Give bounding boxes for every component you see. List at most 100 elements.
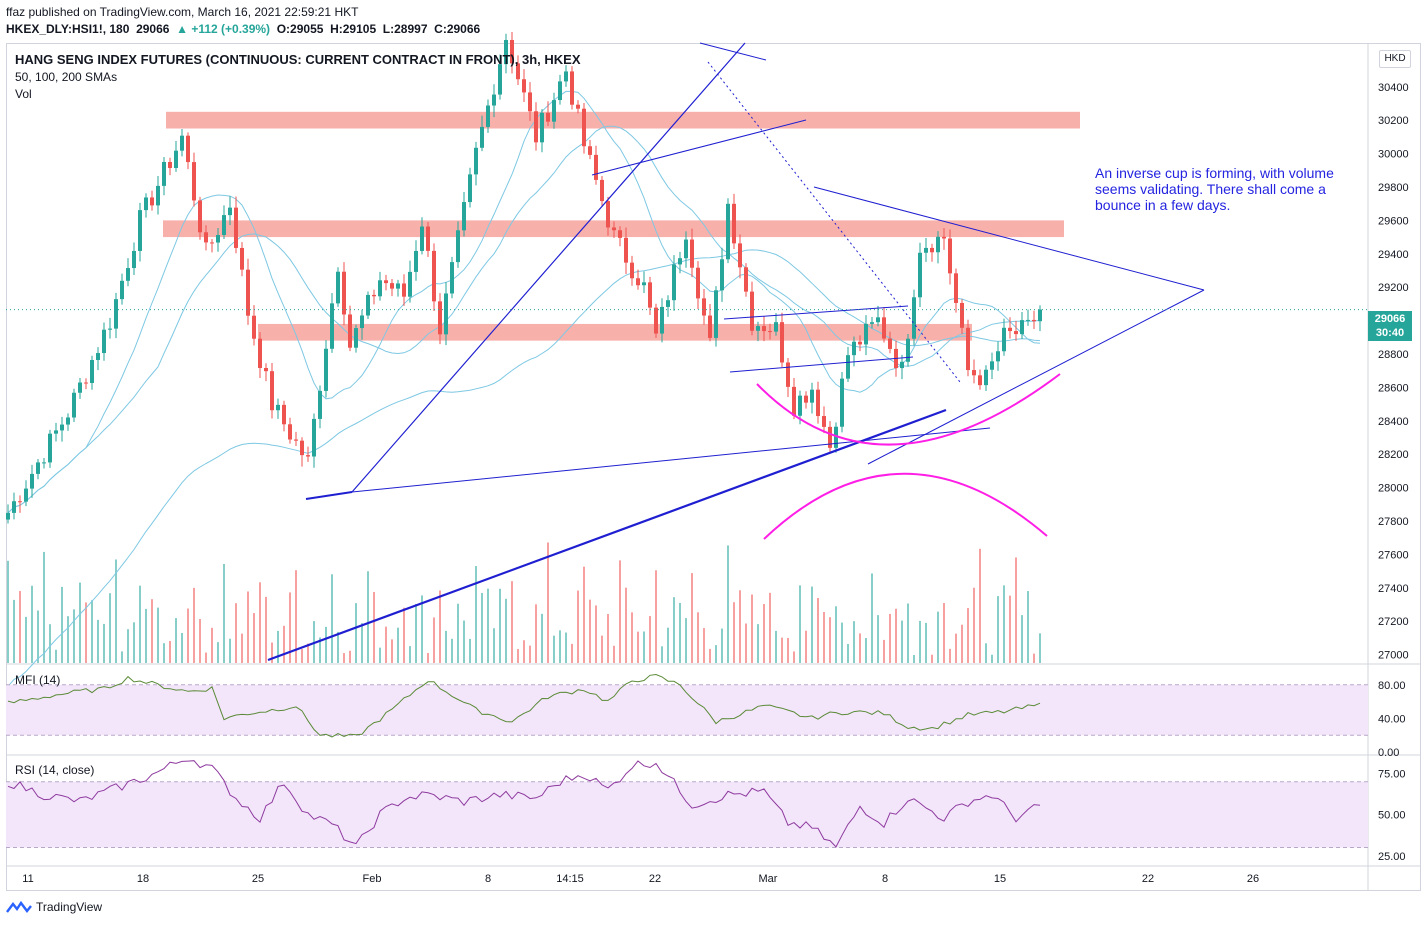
volume-bar	[247, 591, 249, 663]
candle-body	[66, 417, 70, 425]
publisher-line: ffaz published on TradingView.com, March…	[6, 5, 359, 19]
candle-body	[372, 294, 376, 297]
volume-bar	[487, 588, 489, 663]
sma-line-50	[7, 90, 1041, 514]
volume-bar	[949, 648, 951, 663]
volume-bar	[715, 645, 717, 663]
candle-body	[234, 207, 238, 248]
volume-bar	[859, 633, 861, 663]
volume-bar	[427, 652, 429, 663]
candle-body	[54, 430, 58, 434]
volume-bar	[445, 630, 447, 663]
candle-body	[576, 104, 580, 109]
candle-body	[696, 267, 700, 299]
candle-body	[642, 282, 646, 286]
volume-bar	[193, 587, 195, 663]
symbol-quote-line: HKEX_DLY:HSI1!, 180 29066 ▲ +112 (+0.39%…	[6, 22, 480, 36]
volume-bar	[283, 625, 285, 663]
volume-bar	[373, 591, 375, 663]
candle-body	[732, 203, 736, 244]
volume-bar	[1003, 585, 1005, 663]
volume-bar	[733, 602, 735, 663]
volume-bar	[997, 596, 999, 663]
candle-body	[582, 108, 586, 147]
volume-bar	[331, 574, 333, 663]
currency-button[interactable]: HKD	[1379, 50, 1411, 68]
volume-bar	[187, 608, 189, 663]
candle-body	[462, 202, 466, 231]
volume-bar	[151, 599, 153, 663]
candle-body	[528, 92, 532, 112]
candle-body	[186, 135, 190, 163]
volume-bar	[199, 618, 201, 663]
candle-body	[924, 247, 928, 253]
volume-bar	[985, 643, 987, 663]
candle-body	[552, 100, 556, 122]
volume-bar	[265, 596, 267, 663]
volume-bar	[133, 622, 135, 663]
mfi-tick-label: 40.00	[1378, 713, 1406, 725]
candle-body	[1020, 320, 1024, 335]
volume-bar	[703, 628, 705, 663]
volume-bar	[409, 646, 411, 663]
volume-bar	[415, 604, 417, 663]
candle-body	[1002, 327, 1006, 352]
rsi-label: RSI (14, close)	[15, 763, 95, 777]
volume-bar	[397, 627, 399, 663]
candle-body	[804, 395, 808, 403]
candle-body	[276, 404, 280, 411]
volume-bar	[481, 592, 483, 663]
candle-body	[42, 462, 46, 464]
volume-bar	[709, 648, 711, 663]
price-tick-label: 27000	[1378, 650, 1409, 662]
candle-body	[426, 226, 430, 251]
volume-bar	[451, 638, 453, 663]
candle-body	[252, 315, 256, 339]
volume-bar	[79, 582, 81, 663]
candle-body	[828, 426, 832, 448]
volume-bar	[385, 626, 387, 663]
trendline	[351, 427, 991, 493]
candle-body	[264, 368, 268, 372]
candle-body	[498, 64, 502, 95]
candle-body	[402, 283, 406, 297]
volume-bar	[403, 607, 405, 663]
candle-body	[96, 353, 100, 360]
price-tick-label: 28800	[1378, 349, 1409, 361]
price-tick-label: 29400	[1378, 249, 1409, 261]
inverse-cup-bottom-arc	[756, 373, 1061, 446]
candle-body	[516, 63, 520, 80]
volume-bar	[217, 642, 219, 663]
volume-bar	[631, 612, 633, 663]
volume-bar	[805, 630, 807, 663]
volume-bar	[241, 633, 243, 663]
candle-body	[588, 146, 592, 155]
volume-bar	[661, 646, 663, 663]
candle-body	[180, 135, 184, 151]
volume-bar	[673, 597, 675, 663]
candle-body	[630, 262, 634, 279]
candle-body	[144, 197, 148, 211]
volume-bar	[205, 652, 207, 663]
volume-bar	[433, 617, 435, 663]
volume-bar	[835, 606, 837, 663]
footer-brand[interactable]: TradingView	[6, 900, 102, 914]
candle-body	[450, 262, 454, 294]
volume-bar	[355, 603, 357, 663]
candle-body	[594, 154, 598, 180]
volume-bar	[571, 643, 573, 663]
volume-bar	[619, 560, 621, 663]
candle-body	[888, 338, 892, 349]
candle-body	[726, 203, 730, 260]
volume-bar	[91, 600, 93, 663]
time-tick-label: 25	[252, 873, 264, 885]
candle-body	[408, 271, 412, 297]
candle-body	[318, 390, 322, 419]
annotation-text: An inverse cup is forming, with volume s…	[1095, 165, 1334, 213]
volume-bar	[469, 638, 471, 663]
candle-body	[210, 242, 214, 244]
volume-bar	[589, 599, 591, 663]
candle-body	[246, 269, 250, 316]
trendline	[813, 186, 1205, 291]
